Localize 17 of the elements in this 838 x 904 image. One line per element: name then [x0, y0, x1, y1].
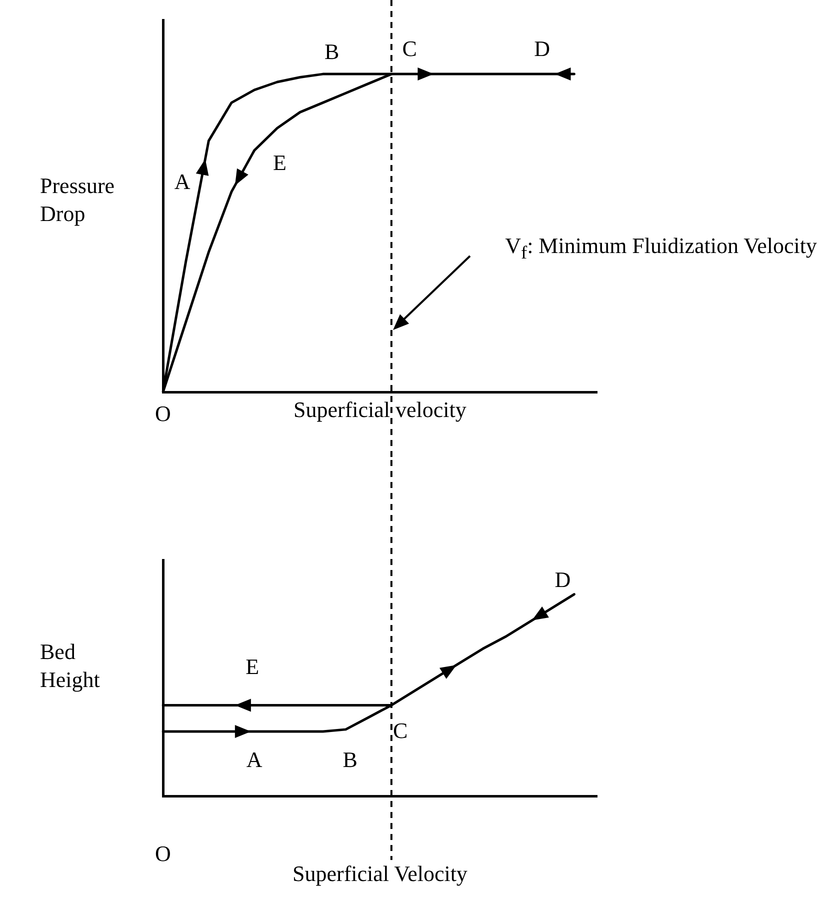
- annotation: E: [272, 149, 286, 177]
- text: O: [155, 840, 171, 868]
- text: D: [534, 34, 550, 62]
- annotation: V$_{f}$: Minimum Fluidization Velocity: [504, 232, 818, 264]
- annotation: E: [246, 652, 260, 680]
- x-axis-title: Superficial velocity: [294, 396, 466, 424]
- text: C: [402, 34, 417, 62]
- annotation: A: [174, 168, 190, 196]
- text: D: [554, 566, 571, 594]
- x-axis-title: Superficial Velocity: [292, 860, 468, 888]
- y-axis-title: Bed Height: [40, 638, 101, 693]
- annotation: C: [393, 717, 408, 745]
- text: O: [155, 400, 171, 428]
- annotation: B: [342, 746, 358, 774]
- text: B: [324, 38, 340, 66]
- annotation: A: [246, 746, 262, 774]
- y-axis-title: Pressure Drop: [40, 172, 116, 227]
